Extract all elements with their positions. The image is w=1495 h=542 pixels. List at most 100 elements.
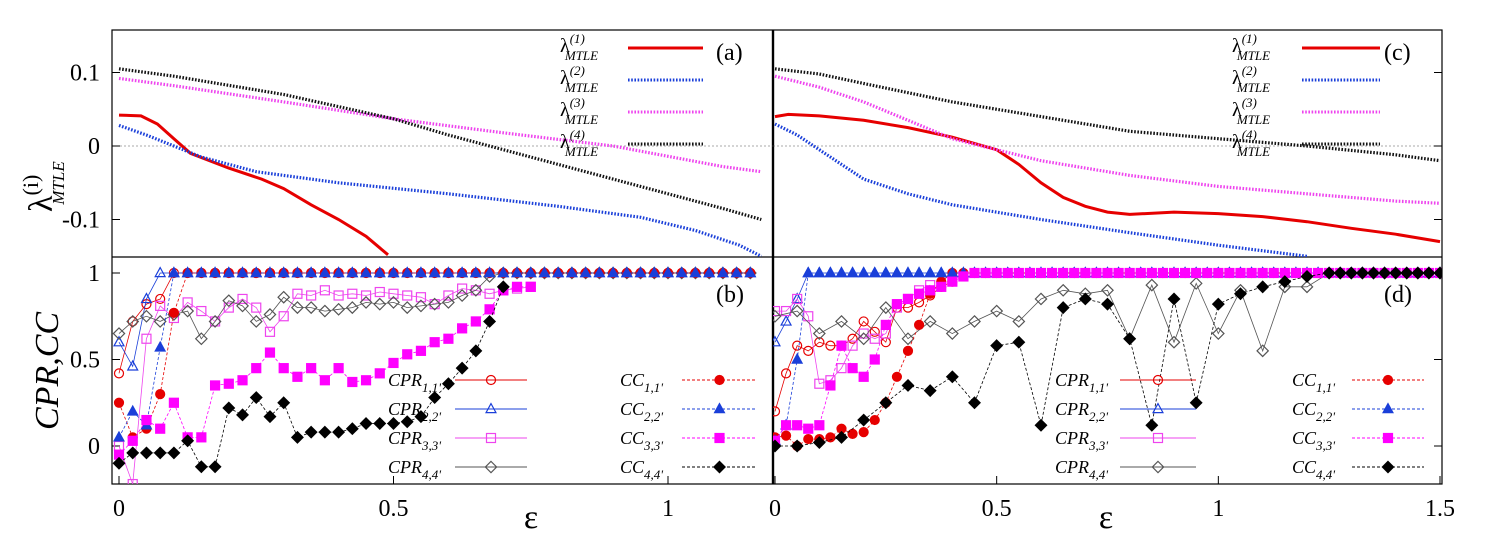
point-b-6 [154, 340, 167, 352]
point-b-7 [127, 435, 138, 446]
legend-sup: (4) [1242, 127, 1257, 142]
legend-marker-d-8 [1381, 460, 1395, 474]
point-b-6 [524, 266, 537, 278]
point-d-6 [802, 266, 815, 278]
point-d-6 [879, 266, 892, 278]
legend-base: λ [1232, 35, 1242, 57]
panel-label-a: (a) [716, 40, 743, 66]
point-b-4 [400, 301, 414, 315]
point-b-6 [538, 266, 551, 278]
xaxis-label-left: ε [524, 499, 538, 536]
point-b-8 [194, 460, 208, 474]
point-d-8 [1355, 266, 1369, 280]
panel-label-b: (b) [716, 282, 744, 308]
ytick-label-lambda: 0.1 [70, 61, 100, 87]
series-line-b-2 [118, 272, 751, 368]
point-d-7 [1290, 267, 1302, 279]
point-b-6 [332, 266, 345, 278]
point-d-2 [791, 292, 804, 304]
point-d-5 [869, 414, 880, 426]
point-b-8 [373, 417, 387, 430]
ytick-label-lambda: -0.1 [62, 208, 100, 234]
point-b-7 [402, 349, 413, 360]
point-d-7 [1213, 267, 1224, 279]
point-b-4 [126, 314, 140, 328]
point-b-6 [456, 266, 469, 278]
point-d-3 [814, 378, 825, 389]
point-d-7 [969, 267, 980, 279]
point-b-8 [359, 417, 373, 430]
point-b-4 [181, 304, 195, 318]
point-b-3 [360, 290, 372, 301]
point-d-8 [968, 396, 981, 410]
legend-sub: MTLE [1236, 80, 1270, 95]
point-d-7 [913, 288, 925, 299]
point-b-3 [237, 293, 248, 305]
point-b-6 [428, 266, 441, 278]
legend-sub: 2,2' [644, 409, 663, 424]
series-line-a-1 [118, 113, 389, 256]
point-b-1 [127, 316, 138, 327]
point-b-3 [347, 288, 358, 299]
point-d-8 [1422, 266, 1436, 280]
point-b-3 [292, 288, 303, 299]
point-b-6 [126, 404, 139, 416]
point-d-3 [792, 293, 803, 305]
series-line-a-3 [118, 76, 762, 174]
point-b-6 [579, 266, 592, 278]
legend-base: CC [1292, 370, 1317, 390]
point-d-8 [773, 439, 782, 453]
lambda-series-c [774, 67, 1441, 257]
legend-base: CPR [1055, 399, 1089, 419]
legend-base: CPR [388, 370, 422, 390]
point-d-7 [1246, 267, 1257, 279]
legend-base: λ [1232, 67, 1242, 89]
point-b-3 [127, 478, 138, 484]
point-d-8 [835, 430, 848, 444]
legend-sub: 3,3' [421, 438, 441, 453]
point-d-5 [803, 433, 814, 445]
point-b-4 [469, 283, 483, 297]
legend-label-a-1: λ(1) MTLE [560, 31, 598, 63]
panel-label-d: (d) [1384, 282, 1412, 308]
point-d-6 [857, 266, 870, 278]
point-b-7 [237, 375, 248, 386]
legend-base: CPR [1055, 457, 1089, 477]
point-b-6 [113, 430, 125, 442]
point-d-4 [945, 327, 959, 341]
point-b-6 [181, 266, 194, 278]
legend-sub: MTLE [564, 48, 598, 63]
point-d-7 [1113, 267, 1124, 279]
point-d-3 [847, 340, 858, 351]
point-b-6 [648, 266, 661, 278]
point-b-6 [373, 266, 386, 278]
point-d-4 [879, 301, 893, 315]
point-b-7 [470, 316, 481, 327]
point-b-6 [497, 266, 510, 278]
point-d-4 [1211, 327, 1225, 341]
point-b-4 [222, 294, 236, 308]
point-b-7 [292, 371, 303, 382]
point-b-7 [168, 397, 179, 408]
point-b-7 [415, 345, 427, 356]
point-b-8 [387, 417, 400, 430]
legend-sup: (2) [570, 63, 585, 78]
point-b-7 [196, 432, 207, 443]
legend-base: λ [560, 67, 570, 89]
legend-sub: 3,3' [1315, 438, 1335, 453]
point-b-7 [251, 363, 262, 374]
point-d-7 [1069, 267, 1080, 279]
point-d-8 [1256, 280, 1270, 294]
point-b-4 [249, 314, 263, 328]
point-b-6 [360, 266, 373, 278]
point-b-6 [264, 266, 276, 278]
legend-marker-d-5 [1382, 374, 1394, 386]
ytick-label-lambda: 0 [88, 134, 100, 160]
point-d-7 [902, 293, 914, 305]
ytick-label-cpr: 0.5 [70, 348, 100, 374]
xtick-label-right: 0 [769, 496, 781, 522]
legend-sub: 4,4' [1316, 467, 1335, 482]
point-d-3 [858, 328, 869, 339]
point-b-7 [209, 380, 221, 391]
legend-label-c-4: λ(4) MTLE [1232, 127, 1270, 159]
